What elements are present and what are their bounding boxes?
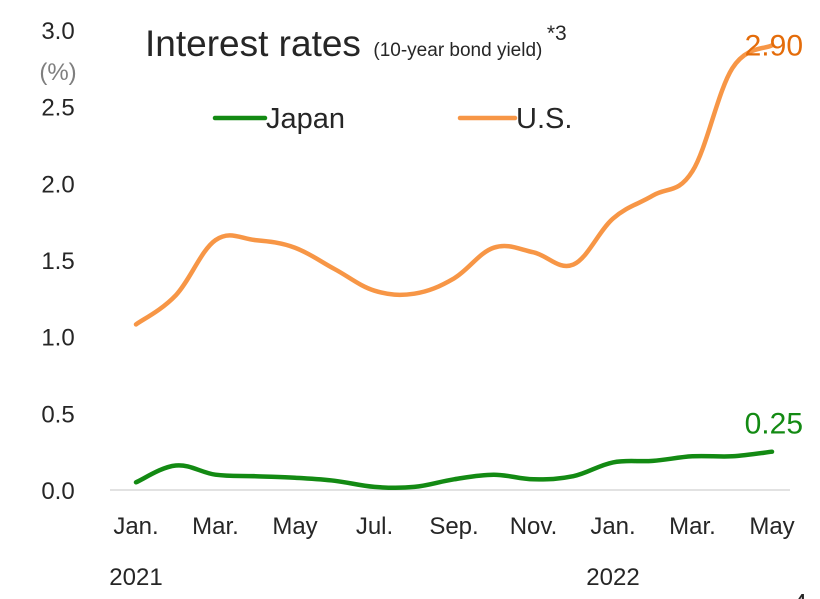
y-tick-label: 2.0	[41, 171, 74, 198]
y-tick-label: 0.5	[41, 401, 74, 428]
end-label-japan: 0.25	[745, 408, 803, 441]
x-tick-label: Jan.	[113, 513, 158, 540]
y-tick-label: 1.0	[41, 325, 74, 352]
x-tick-label: May	[749, 513, 794, 540]
series-line-u-s	[133, 43, 775, 327]
series-line-japan	[133, 449, 775, 491]
y-axis-unit: (%)	[39, 59, 76, 86]
y-tick-label: 1.5	[41, 248, 74, 275]
year-labels: 2021 2022	[109, 564, 639, 591]
x-tick-label: Nov.	[510, 513, 558, 540]
year-label: 2022	[586, 564, 639, 591]
end-value-labels: 0.25 2.90	[745, 29, 803, 440]
year-label: 2021	[109, 564, 162, 591]
chart-title-superscript: *3	[547, 22, 567, 45]
x-tick-label: Jan.	[590, 513, 635, 540]
y-axis-ticks: 0.0 0.5 1.0 1.5 2.0 2.5 3.0	[41, 18, 74, 505]
chart-title-main: Interest rates	[145, 23, 361, 64]
chart-subtitle: (10-year bond yield)	[373, 40, 542, 61]
y-tick-label: 2.5	[41, 95, 74, 122]
legend-label-japan: Japan	[266, 103, 345, 135]
x-tick-label: Mar.	[669, 513, 716, 540]
x-tick-label: May	[272, 513, 317, 540]
series-lines	[133, 43, 775, 491]
x-tick-label: Jul.	[356, 513, 393, 540]
x-tick-label: Mar.	[192, 513, 239, 540]
legend: Japan U.S.	[212, 103, 572, 135]
y-tick-label: 3.0	[41, 18, 74, 45]
y-tick-label: 0.0	[41, 478, 74, 505]
chart-title: Interest rates (10-year bond yield) *3	[145, 22, 567, 64]
end-label-u-s: 2.90	[745, 29, 803, 62]
x-axis-ticks: Jan. Mar. May Jul. Sep. Nov. Jan. Mar. May	[113, 513, 794, 540]
x-tick-label: Sep.	[429, 513, 478, 540]
page-number: 4	[793, 588, 807, 599]
legend-label-us: U.S.	[516, 103, 572, 135]
